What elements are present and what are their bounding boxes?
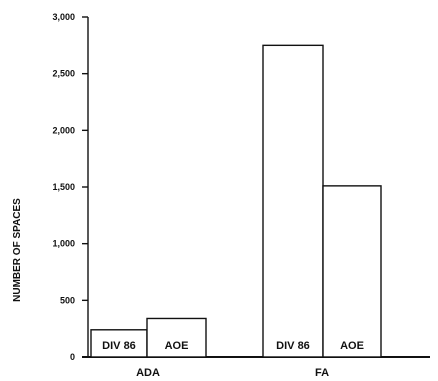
bar-label: DIV 86: [276, 340, 310, 352]
y-tick-label: 1,000: [52, 239, 75, 249]
y-tick-label: 0: [70, 352, 75, 362]
category-label-ada: ADA: [136, 367, 160, 379]
y-tick-label: 3,000: [52, 12, 75, 22]
bar-label: AOE: [340, 340, 364, 352]
y-tick-label: 1,500: [52, 182, 75, 192]
y-tick-label: 500: [60, 295, 75, 305]
bar-ada-aoe: AOE: [146, 317, 207, 358]
x-axis-categories: ADA FA: [136, 367, 329, 379]
y-axis-label: NUMBER OF SPACES: [12, 198, 23, 302]
bar-label: AOE: [165, 340, 189, 352]
bar-fa-div-86: DIV 86: [262, 44, 324, 358]
y-tick-label: 2,000: [52, 125, 75, 135]
y-tick-label: 2,500: [52, 69, 75, 79]
bar-rect: [146, 317, 207, 358]
category-label-fa: FA: [315, 367, 329, 379]
bar-fa-aoe: AOE: [322, 185, 382, 358]
bars: DIV 86 AOE DIV 86 AOE: [90, 44, 382, 358]
bar-rect: [90, 329, 148, 358]
bar-rect: [322, 185, 382, 358]
bar-ada-div-86: DIV 86: [90, 329, 148, 358]
bar-rect: [262, 44, 324, 358]
bar-label: DIV 86: [102, 340, 136, 352]
